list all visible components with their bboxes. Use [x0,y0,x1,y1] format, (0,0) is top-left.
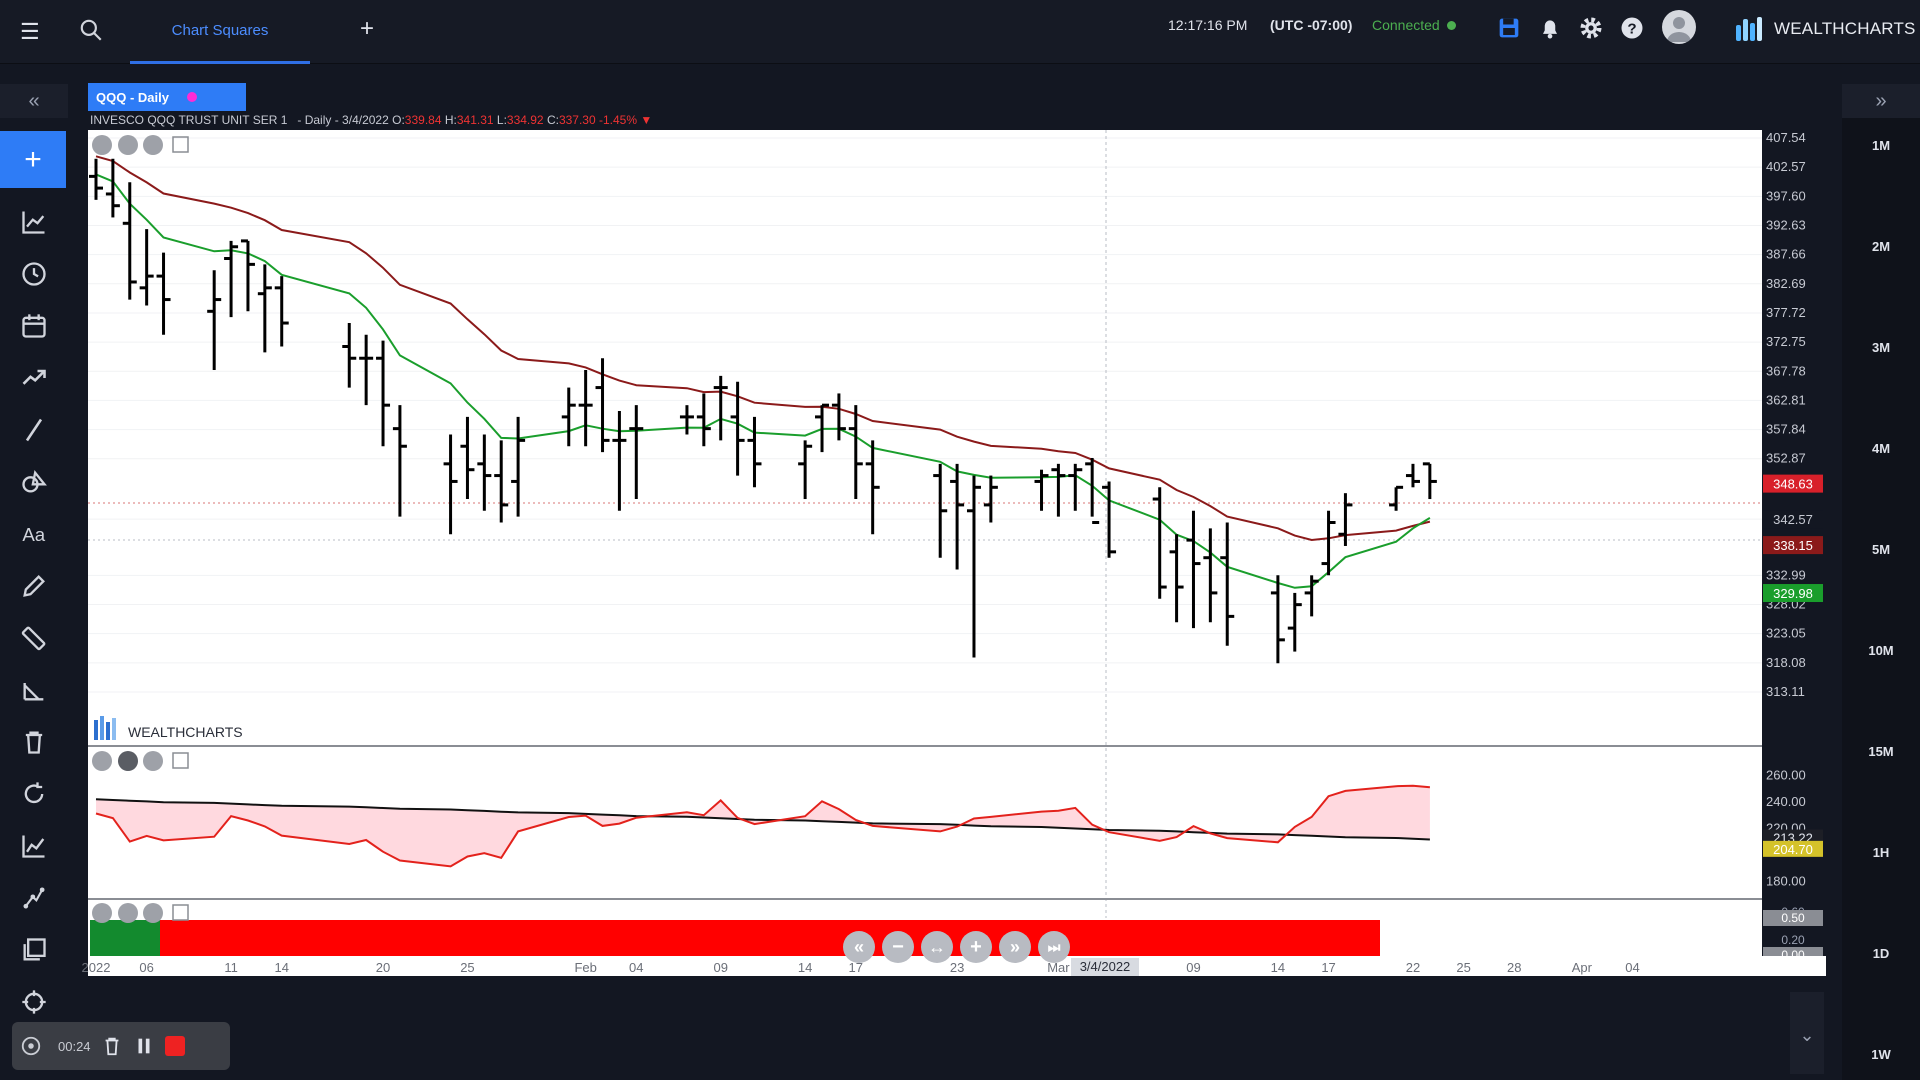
add-tab-button[interactable]: + [359,15,374,42]
chart-tab-bar [88,83,1826,113]
period-1h[interactable]: 1H [1872,845,1890,860]
svg-text:?: ? [1627,20,1636,37]
ohlc-info-line: INVESCO QQQ TRUST UNIT SER 1 - Daily - 3… [90,113,652,129]
connection-dot-icon [1446,21,1456,30]
open-value: 339.84 [404,113,442,127]
expand-bottom-panel-button[interactable]: ⌄ [1790,992,1824,1074]
add-indicator-button[interactable]: + [0,131,66,188]
save-icon[interactable] [1495,14,1523,42]
recording-time: 00:24 [58,1038,91,1054]
open-label: O: [392,113,405,127]
clock-time: 12:17:16 PM [1168,17,1248,33]
trend-icon[interactable] [20,364,48,392]
close-value: 337.30 [558,113,596,127]
help-icon[interactable]: ? [1618,14,1646,42]
settings-gear-icon[interactable] [1577,14,1605,42]
period-label: - Daily - 3/4/2022 [297,113,389,127]
brand-logo: WEALTHCHARTS [1734,14,1916,44]
high-value: 341.31 [456,113,494,127]
svg-text:Aa: Aa [22,524,45,545]
period-5m[interactable]: 5M [1871,542,1891,557]
shapes-icon[interactable] [20,468,48,496]
clock-icon[interactable] [20,260,48,288]
indicator-icon[interactable] [20,832,48,860]
wealthcharts-logo-icon [1736,17,1762,41]
notification-bell-icon[interactable] [1536,14,1564,42]
connection-status: Connected [1372,17,1456,33]
text-tool-icon[interactable]: Aa [20,520,48,548]
ruler-icon[interactable] [20,624,48,652]
pencil-icon[interactable] [20,572,48,600]
recorder-camera-icon[interactable] [20,1035,42,1057]
nav-go-latest-button[interactable]: ⏭ [1038,931,1070,963]
nav-reset-button[interactable]: ↔ [921,931,953,963]
recorder-stop-button[interactable] [164,1036,185,1056]
measure-angle-icon[interactable] [20,676,48,704]
period-3m[interactable]: 3M [1871,340,1891,355]
timezone-label[interactable]: (UTC -07:00) [1270,17,1353,33]
node-path-icon[interactable] [20,884,48,912]
nav-zoom-out-button[interactable]: − [882,931,914,963]
low-label: L: [496,113,507,127]
line-tool-icon[interactable] [20,416,48,444]
symbol-name: INVESCO QQQ TRUST UNIT SER 1 [90,113,288,127]
period-4m[interactable]: 4M [1871,441,1891,456]
period-15m[interactable]: 15M [1868,744,1894,759]
chart-type-icon[interactable] [20,208,48,236]
calendar-icon[interactable] [20,312,48,340]
crosshair-icon[interactable] [20,988,48,1016]
period-1w[interactable]: 1W [1871,1047,1891,1062]
top-toolbar: ☰ Chart Squares + 12:17:16 PM (UTC -07:0… [0,0,1920,64]
change-percent: -1.45% [599,113,638,127]
nav-zoom-in-button[interactable]: + [960,931,992,963]
nav-scroll-left-button[interactable]: « [843,931,875,963]
chart-tab-qqq-daily[interactable]: QQQ - Daily [88,83,246,111]
user-avatar[interactable] [1662,10,1696,44]
recorder-trash-icon[interactable] [101,1035,123,1057]
nav-scroll-right-button[interactable]: » [999,931,1031,963]
connection-status-label: Connected [1372,17,1440,33]
chart-area[interactable] [88,130,1826,976]
screen-recorder-bar: 00:24 [12,1022,230,1070]
copy-layout-icon[interactable] [20,936,48,964]
recorder-pause-icon[interactable] [133,1035,155,1057]
collapse-right-panel-button[interactable]: » [1842,84,1920,118]
brand-name: WEALTHCHARTS [1774,19,1916,38]
high-label: H: [444,113,457,127]
down-arrow-icon: ▼ [640,113,653,127]
refresh-icon[interactable] [20,780,48,808]
collapse-left-panel-button[interactable]: « [0,84,68,118]
chart-nav-controls: « − ↔ + » ⏭ [843,931,1070,963]
period-10m[interactable]: 10M [1868,643,1894,658]
chart-color-dot-icon[interactable] [186,92,197,102]
trash-icon[interactable] [20,728,48,756]
close-label: C: [546,113,559,127]
period-1m[interactable]: 1M [1871,138,1891,153]
hamburger-menu-icon[interactable]: ☰ [20,19,40,44]
period-sidebar [1842,84,1920,1080]
search-icon[interactable] [78,17,104,43]
chart-tab-label: QQQ - Daily [96,89,169,105]
crosshair-date-tag: 3/4/2022 [1071,958,1139,976]
period-1d[interactable]: 1D [1872,946,1890,961]
tab-chart-squares[interactable]: Chart Squares [130,0,310,64]
low-value: 334.92 [506,113,544,127]
price-axis-column [1762,130,1826,976]
period-2m[interactable]: 2M [1871,239,1891,254]
